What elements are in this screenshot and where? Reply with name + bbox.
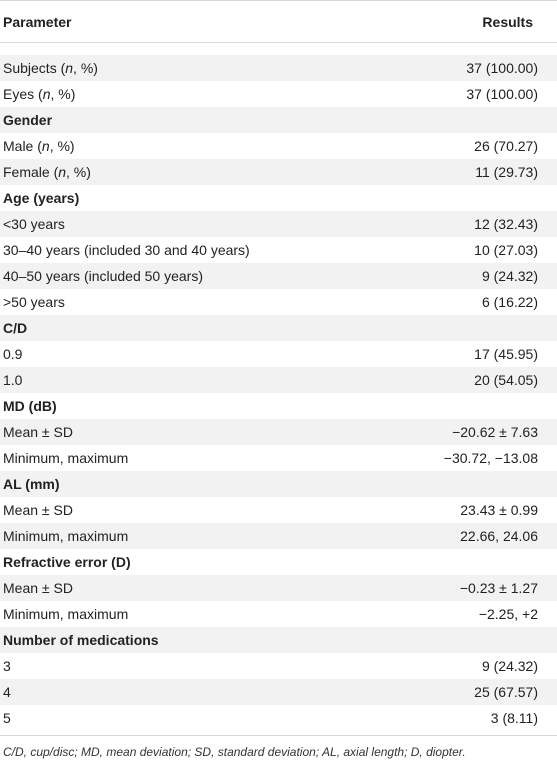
result-cell: −30.72, −13.08	[443, 450, 538, 466]
table-row: 0.9 17 (45.95)	[0, 341, 557, 367]
result-cell: −0.23 ± 1.27	[459, 580, 538, 596]
parameter-cell: Minimum, maximum	[3, 450, 129, 466]
section-label: Refractive error (D)	[3, 554, 131, 570]
result-cell: 22.66, 24.06	[460, 528, 538, 544]
parameter-cell: 0.9	[3, 346, 23, 362]
result-cell: 9 (24.32)	[481, 268, 538, 284]
table-row: Minimum, maximum −2.25, +2	[0, 601, 557, 627]
section-row: Age (years)	[0, 185, 557, 211]
table-row: 40–50 years (included 50 years) 9 (24.32)	[0, 263, 557, 289]
header-rule	[0, 42, 557, 43]
header-results: Results	[482, 14, 533, 30]
table-row: Male (n, %) 26 (70.27)	[0, 133, 557, 159]
section-label: MD (dB)	[3, 398, 57, 414]
section-label: Age (years)	[3, 190, 80, 206]
result-cell: 12 (32.43)	[474, 216, 538, 232]
table-body: Subjects (n, %) 37 (100.00) Eyes (n, %) 37 …	[0, 43, 557, 735]
result-cell: 37 (100.00)	[466, 60, 538, 76]
parameter-cell: Mean ± SD	[3, 502, 73, 518]
parameter-cell: Female (n, %)	[3, 164, 91, 180]
section-label: Gender	[3, 112, 53, 128]
result-cell: 9 (24.32)	[481, 658, 538, 674]
table-row: 1.0 20 (54.05)	[0, 367, 557, 393]
result-cell: −2.25, +2	[478, 606, 538, 622]
table-row: 30–40 years (included 30 and 40 years) 10…	[0, 237, 557, 263]
parameter-cell: 40–50 years (included 50 years)	[3, 268, 204, 284]
section-label: Number of medications	[3, 632, 159, 648]
result-cell: −20.62 ± 7.63	[452, 424, 538, 440]
parameter-cell: Minimum, maximum	[3, 606, 129, 622]
parameter-cell: Mean ± SD	[3, 424, 73, 440]
result-cell: 10 (27.03)	[474, 242, 538, 258]
parameter-cell: 4	[3, 684, 11, 700]
table-row: 3 9 (24.32)	[0, 653, 557, 679]
table-row: Subjects (n, %) 37 (100.00)	[0, 55, 557, 81]
table-row: 4 25 (67.57)	[0, 679, 557, 705]
result-cell: 3 (8.11)	[490, 710, 538, 726]
table-row: Mean ± SD −0.23 ± 1.27	[0, 575, 557, 601]
top-rule	[0, 0, 557, 1]
section-row: C/D	[0, 315, 557, 341]
table-row: Minimum, maximum −30.72, −13.08	[0, 445, 557, 471]
table-row: <30 years 12 (32.43)	[0, 211, 557, 237]
section-row: MD (dB)	[0, 393, 557, 419]
parameter-cell: 3	[3, 658, 11, 674]
table-row: Female (n, %) 11 (29.73)	[0, 159, 557, 185]
section-row: Number of medications	[0, 627, 557, 653]
section-row: AL (mm)	[0, 471, 557, 497]
parameter-cell: Mean ± SD	[3, 580, 73, 596]
table-row: 5 3 (8.11)	[0, 705, 557, 731]
table-footnote: C/D, cup/disc; MD, mean deviation; SD, s…	[3, 745, 466, 759]
table-row: >50 years 6 (16.22)	[0, 289, 557, 315]
section-label: C/D	[3, 320, 28, 336]
table-header: Parameter Results	[0, 1, 557, 42]
table-row: Eyes (n, %) 37 (100.00)	[0, 81, 557, 107]
parameter-cell: Eyes (n, %)	[3, 86, 76, 102]
parameter-cell: Minimum, maximum	[3, 528, 129, 544]
parameter-cell: Subjects (n, %)	[3, 60, 98, 76]
parameter-cell: >50 years	[3, 294, 65, 310]
spacer-row	[0, 43, 557, 55]
parameter-cell: 1.0	[3, 372, 23, 388]
header-parameter: Parameter	[3, 14, 72, 30]
parameter-cell: <30 years	[3, 216, 65, 232]
result-cell: 25 (67.57)	[474, 684, 538, 700]
result-cell: 6 (16.22)	[481, 294, 538, 310]
result-cell: 20 (54.05)	[474, 372, 538, 388]
section-row: Gender	[0, 107, 557, 133]
table-row: Mean ± SD 23.43 ± 0.99	[0, 497, 557, 523]
bottom-rule	[0, 735, 557, 736]
result-cell: 23.43 ± 0.99	[460, 502, 538, 518]
result-cell: 11 (29.73)	[475, 164, 538, 180]
section-label: AL (mm)	[3, 476, 60, 492]
table-row: Mean ± SD −20.62 ± 7.63	[0, 419, 557, 445]
result-cell: 37 (100.00)	[466, 86, 538, 102]
result-cell: 26 (70.27)	[474, 138, 538, 154]
parameter-cell: 5	[3, 710, 11, 726]
parameter-cell: Male (n, %)	[3, 138, 75, 154]
parameter-cell: 30–40 years (included 30 and 40 years)	[3, 242, 250, 258]
section-row: Refractive error (D)	[0, 549, 557, 575]
result-cell: 17 (45.95)	[474, 346, 538, 362]
table-row: Minimum, maximum 22.66, 24.06	[0, 523, 557, 549]
